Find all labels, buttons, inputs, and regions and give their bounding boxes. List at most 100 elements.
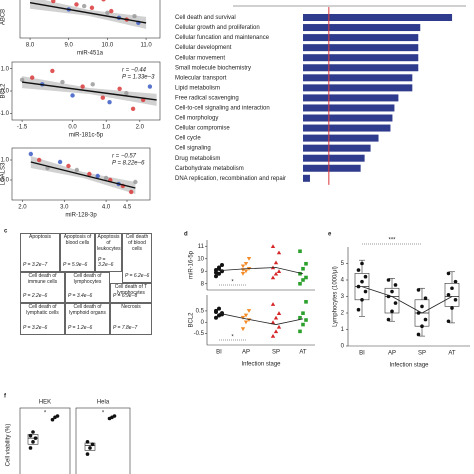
data-point	[270, 320, 276, 325]
bar	[303, 154, 365, 162]
category-label: Molecular transport	[175, 75, 227, 81]
data-point	[386, 317, 391, 322]
category-label: Cell cycle	[175, 136, 201, 142]
category-label: Cell signaling	[175, 146, 211, 152]
data-point	[214, 315, 218, 320]
y-tick-label: 1.0	[1, 158, 10, 164]
bar	[303, 174, 310, 182]
cell-label: Apoptosis	[29, 234, 51, 240]
data-point	[304, 275, 308, 280]
significance: ***	[388, 238, 396, 244]
treemap-cell: Cell death of immune cells P = 2.2e−6	[20, 272, 65, 303]
data-point	[453, 298, 458, 302]
bar	[303, 14, 453, 21]
cell-p-value: P = 3.2e−6	[98, 256, 114, 269]
panel-label: d	[184, 232, 188, 238]
data-point	[220, 263, 224, 267]
y-tick-label: -0.5	[194, 331, 205, 337]
cell-label: Cell death of lymphoid organs	[69, 304, 106, 316]
category-label: DNA replication, recombination and repai…	[175, 176, 286, 182]
data-point	[304, 318, 308, 322]
bar	[303, 134, 379, 142]
x-axis-label: Infection stage	[389, 363, 429, 369]
data-point	[298, 315, 302, 320]
y-tick-label: -1.0	[0, 111, 10, 117]
median-line	[218, 312, 304, 325]
data-point	[89, 5, 95, 10]
cell-label: Cell death of lymphatic cells	[26, 304, 59, 316]
bar	[303, 44, 419, 52]
data-point	[301, 311, 305, 315]
data-point	[95, 173, 100, 179]
significance: *	[231, 280, 234, 286]
data-point	[28, 151, 34, 157]
data-point	[360, 298, 364, 302]
y-axis-label: Cell viability (%)	[6, 424, 12, 467]
y-tick-label: 4	[341, 278, 345, 284]
box	[27, 434, 39, 445]
x-tick-label: BI	[216, 350, 222, 356]
y-tick-label: 2	[341, 311, 345, 317]
data-point	[70, 93, 75, 98]
cell-label: Cell death of immune cells	[27, 273, 58, 285]
bar	[303, 144, 371, 152]
category-label: Cellular movement	[175, 55, 225, 61]
treemap-cell: Cell death of lymphatic cells P = 3.2e−6	[20, 303, 65, 335]
data-point	[214, 270, 218, 275]
category-label: Carbohydrate metabolism	[175, 166, 244, 172]
bar	[303, 124, 391, 132]
cell-label: Cell death of blood cells	[125, 234, 149, 252]
bar	[303, 24, 421, 32]
data-point	[85, 440, 90, 444]
fit-line	[30, 161, 136, 189]
x-tick-label: AP	[388, 351, 396, 357]
y-tick-label: 1.0	[1, 66, 10, 72]
category-label: Small molecule biochemistry	[175, 65, 251, 71]
data-point	[363, 274, 368, 279]
y-tick-label: 8	[201, 281, 205, 287]
cell-p-value: P = 2.2e−6	[23, 293, 48, 300]
data-point	[240, 327, 246, 332]
data-point	[57, 159, 63, 165]
data-point	[298, 281, 302, 286]
data-point	[273, 260, 279, 265]
data-point	[87, 171, 92, 177]
data-point	[74, 2, 79, 7]
data-point	[101, 0, 106, 2]
data-point	[420, 304, 424, 309]
category-label: Free radical scavenging	[175, 95, 239, 101]
x-tick-label: 1.0	[102, 125, 111, 131]
x-axis-label: Infection stage	[241, 362, 281, 368]
x-tick-label: AT	[448, 351, 456, 357]
data-point	[240, 271, 246, 276]
x-axis-label: miR-451a	[77, 51, 104, 57]
data-point	[246, 309, 252, 313]
cell-label: Cell death of T lymphocytes	[114, 284, 148, 296]
x-tick-label: AP	[242, 350, 250, 356]
data-point	[276, 311, 282, 315]
data-point	[130, 106, 136, 112]
bar	[303, 34, 419, 42]
data-point	[393, 283, 398, 287]
data-point	[446, 271, 451, 276]
data-point	[360, 261, 364, 266]
data-point	[356, 268, 361, 272]
data-point	[390, 309, 394, 314]
data-point	[276, 324, 282, 329]
category-label: Cell death and survival	[175, 15, 236, 21]
cell-p-value: P = 5.9e−6	[63, 262, 88, 269]
group-frame	[75, 407, 131, 474]
data-point	[301, 278, 305, 282]
y-tick-label: 9	[201, 269, 205, 275]
x-tick-label: 9.0	[65, 43, 74, 49]
stat-r: r = −0.44	[122, 68, 147, 74]
significance: *	[44, 411, 47, 417]
bar	[303, 104, 395, 112]
treemap-cell: Necrosis P = 7.8e−7	[110, 303, 152, 335]
data-point	[386, 278, 391, 282]
x-tick-label: 11.0	[140, 43, 152, 49]
data-point	[132, 13, 137, 19]
data-point	[360, 279, 364, 284]
data-point	[31, 440, 35, 444]
